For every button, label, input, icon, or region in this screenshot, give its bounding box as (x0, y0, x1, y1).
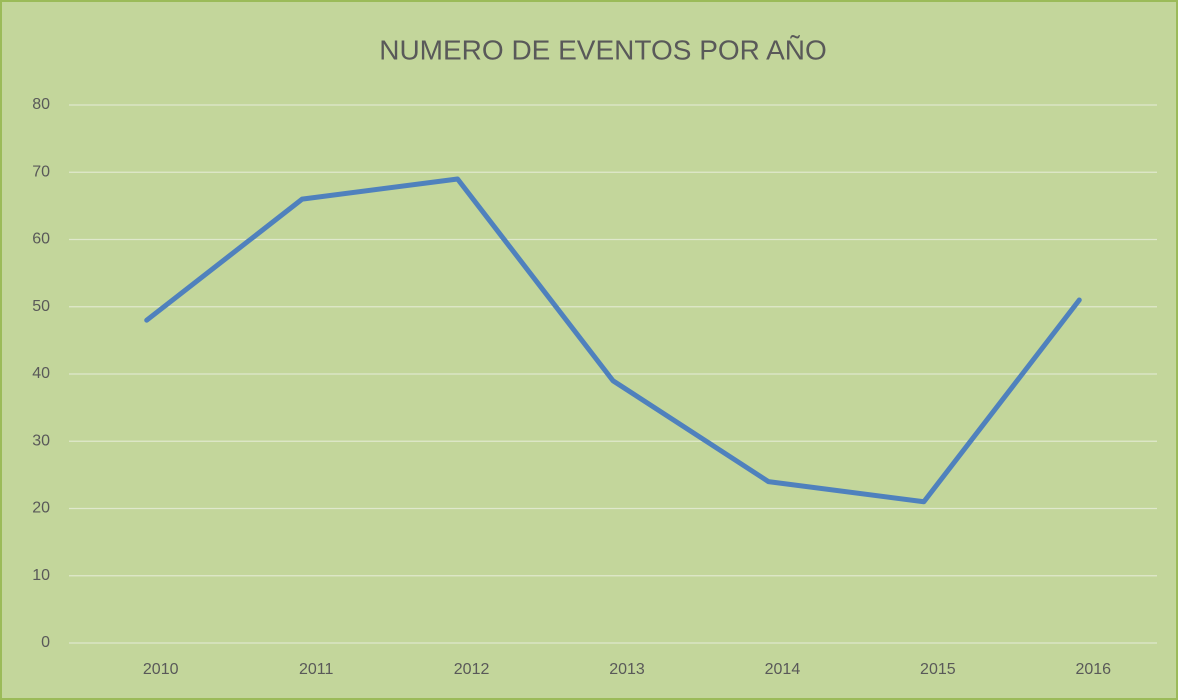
y-tick-label: 40 (32, 365, 50, 382)
chart-title: NUMERO DE EVENTOS POR AÑO (379, 34, 827, 65)
y-tick-label: 30 (32, 432, 50, 449)
y-tick-label: 70 (32, 163, 50, 180)
x-tick-label: 2016 (1075, 661, 1111, 678)
x-tick-label: 2013 (609, 661, 645, 678)
y-tick-label: 0 (41, 634, 50, 651)
y-tick-label: 50 (32, 298, 50, 315)
y-tick-label: 80 (32, 96, 50, 113)
data-line (144, 176, 1082, 505)
x-tick-label: 2014 (765, 661, 801, 678)
y-tick-label: 20 (32, 500, 50, 517)
x-tick-label: 2012 (454, 661, 490, 678)
x-tick-label: 2010 (143, 661, 179, 678)
x-tick-label: 2011 (299, 661, 334, 678)
y-tick-label: 10 (32, 567, 50, 584)
y-tick-label: 60 (32, 231, 50, 248)
x-tick-label: 2015 (920, 661, 956, 678)
